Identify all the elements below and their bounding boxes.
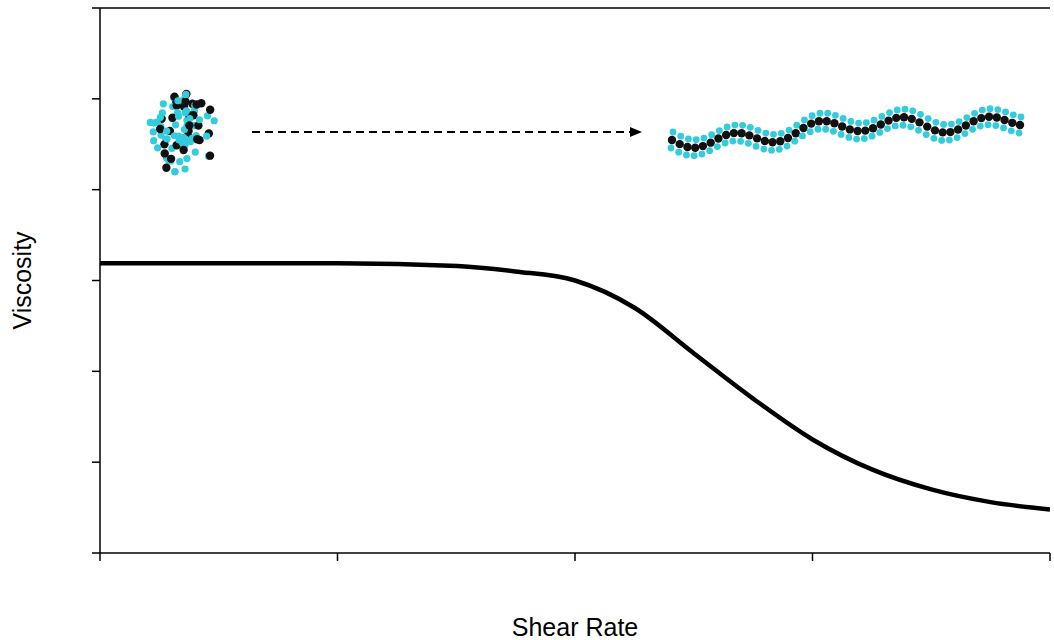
svg-text:Shear Rate: Shear Rate — [512, 613, 638, 640]
svg-text:Viscosity: Viscosity — [8, 231, 36, 330]
